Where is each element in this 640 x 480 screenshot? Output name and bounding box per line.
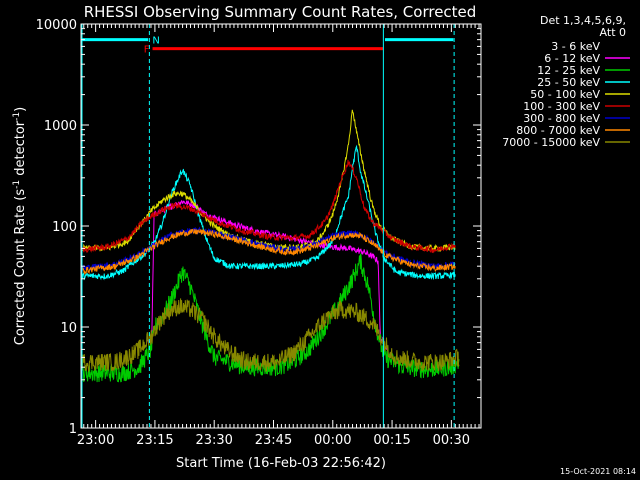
footer-timestamp: 15-Oct-2021 08:14 [560, 467, 636, 476]
y-tick-label-0: 1 [69, 422, 77, 437]
series-line-7 [81, 228, 456, 276]
y-tick-label-4: 10000 [36, 18, 77, 33]
y-tick-label-2: 100 [52, 220, 77, 235]
x-tick-label-3: 23:45 [255, 433, 292, 448]
series-line-5 [81, 159, 456, 254]
chart-title: RHESSI Observing Summary Count Rates, Co… [84, 3, 477, 21]
legend-label-1: 6 - 12 keV [544, 52, 600, 65]
x-axis: 23:00 23:15 23:30 23:45 00:00 00:15 00:30 [77, 24, 480, 448]
x-axis-label: Start Time (16-Feb-03 22:56:42) [176, 456, 386, 471]
series-line-0 [81, 181, 389, 428]
night-flag-bar-0 [81, 38, 149, 42]
legend-label-5: 100 - 300 keV [523, 100, 600, 113]
x-tick-label-4: 00:00 [314, 433, 351, 448]
x-tick-label-1: 23:15 [136, 433, 173, 448]
y-tick-label-3: 1000 [44, 119, 77, 134]
flare-flag-bar-0 [152, 47, 384, 51]
y-tick-label-1: 10 [60, 321, 77, 336]
night-flag-bar-1 [384, 38, 454, 42]
legend-label-2: 12 - 25 keV [537, 64, 600, 77]
x-tick-label-2: 23:30 [195, 433, 232, 448]
legend-header-line-1: Det 1,3,4,5,6,9, [540, 14, 626, 27]
legend-label-0: 3 - 6 keV [551, 40, 600, 53]
legend-label-6: 300 - 800 keV [523, 112, 600, 125]
y-axis-label: Corrected Count Rate (s-1 detector-1) [12, 107, 28, 345]
legend-header-line-2: Att 0 [600, 26, 626, 39]
x-tick-label-5: 00:15 [373, 433, 410, 448]
series-layer [81, 109, 460, 428]
legend-label-8: 7000 - 15000 keV [502, 136, 600, 149]
night-flag-label: N [152, 36, 159, 47]
x-tick-label-0: 23:00 [77, 433, 114, 448]
series-line-8 [81, 298, 460, 373]
y-axis: 1 10 100 1000 10000 [36, 18, 481, 437]
legend-label-4: 50 - 100 keV [530, 88, 600, 101]
x-tick-label-6: 00:30 [433, 433, 470, 448]
legend-label-7: 800 - 7000 keV [516, 124, 600, 137]
flare-flag-label: F [144, 45, 150, 56]
series-line-1 [146, 199, 389, 352]
legend-label-3: 25 - 50 keV [537, 76, 600, 89]
